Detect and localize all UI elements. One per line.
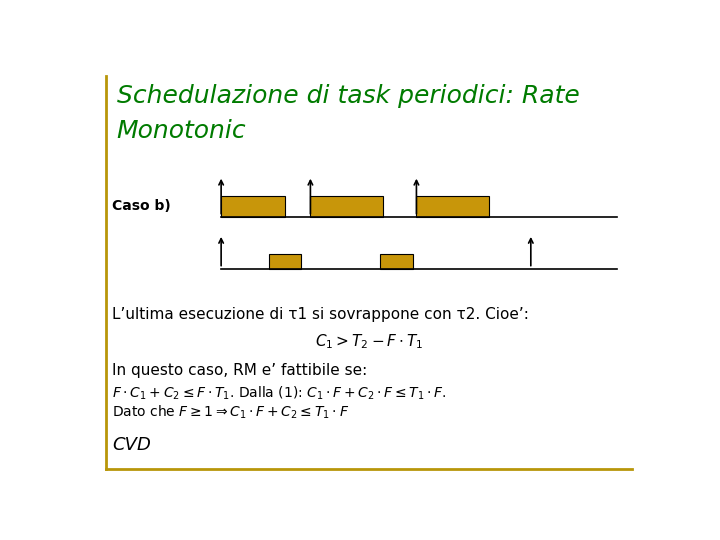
Text: Monotonic: Monotonic [117, 119, 246, 143]
Text: In questo caso, RM e’ fattibile se:: In questo caso, RM e’ fattibile se: [112, 363, 368, 378]
Bar [221, 196, 285, 217]
Text: CVD: CVD [112, 436, 151, 454]
Bar [310, 196, 383, 217]
Text: Schedulazione di task periodici: Rate: Schedulazione di task periodici: Rate [117, 84, 580, 107]
Bar [269, 254, 301, 268]
Bar [380, 254, 413, 268]
Text: L’ultima esecuzione di τ1 si sovrappone con τ2. Cioe’:: L’ultima esecuzione di τ1 si sovrappone … [112, 307, 529, 322]
Text: Dato che $F \geq 1 \Rightarrow C_1 \cdot F + C_2 \leq T_1 \cdot F$: Dato che $F \geq 1 \Rightarrow C_1 \cdot… [112, 403, 349, 421]
Text: $F \cdot C_1 + C_2 \leq F \cdot T_1$. Dalla (1): $C_1 \cdot F + C_2 \cdot F \leq: $F \cdot C_1 + C_2 \leq F \cdot T_1$. Da… [112, 384, 447, 402]
Bar [416, 196, 489, 217]
Text: $C_1 > T_2 - F \cdot T_1$: $C_1 > T_2 - F \cdot T_1$ [315, 332, 423, 350]
Text: Caso b): Caso b) [112, 199, 171, 213]
